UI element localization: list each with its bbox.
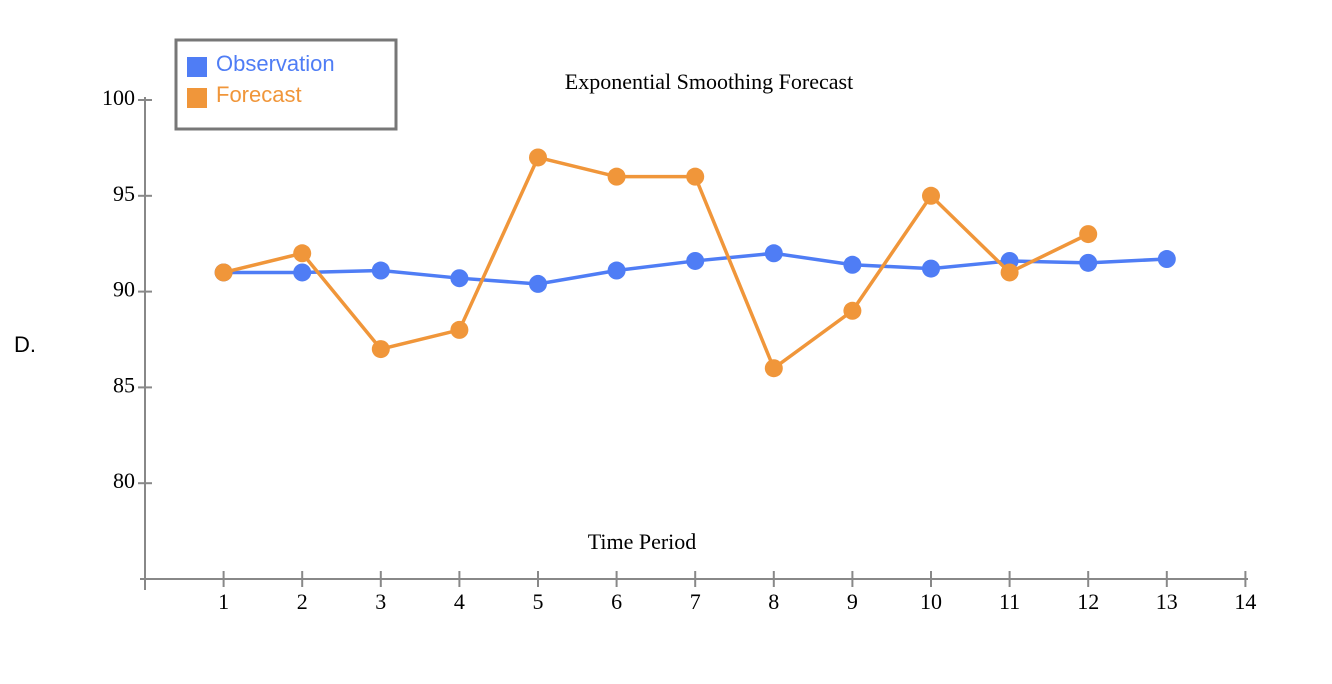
x-tick-label: 9 [847,589,858,614]
legend-swatch [187,88,207,108]
data-point [371,340,390,359]
data-point [529,274,547,293]
x-tick-label: 2 [297,589,308,614]
x-tick-label: 8 [768,589,779,614]
data-point [371,261,390,280]
x-tick-label: 5 [533,589,544,614]
data-point [764,359,783,378]
data-point [607,261,626,280]
data-point [686,251,705,270]
x-tick-label: 4 [454,589,465,614]
legend-label: Forecast [216,82,302,107]
data-point [922,259,940,278]
x-tick-label: 6 [611,589,622,614]
x-tick-label: 14 [1234,589,1256,614]
data-point [1157,250,1176,269]
legend-box [174,38,398,131]
series-line [223,155,1089,371]
data-point [686,167,705,186]
x-tick-label: 13 [1156,589,1178,614]
x-tick-label: 3 [375,589,386,614]
x-tick-label: 10 [920,589,942,614]
data-point [922,186,940,205]
data-point [450,269,469,288]
y-tick-label: 85 [113,372,135,397]
y-tick-label: 100 [102,85,135,110]
data-point [450,320,469,339]
data-point [529,148,547,167]
data-point [764,244,783,263]
data-point [1079,225,1098,244]
data-point [293,263,312,282]
y-tick-label: 95 [113,181,135,206]
x-tick-label: 12 [1077,589,1099,614]
legend-label: Observation [216,51,335,76]
chart-title: Exponential Smoothing Forecast [565,69,853,94]
data-point [843,301,862,320]
data-point [293,244,312,263]
x-tick-label: 11 [999,589,1020,614]
x-tick-label: 7 [690,589,701,614]
data-point [214,263,233,282]
data-point [843,255,862,274]
data-point [607,167,626,186]
x-tick-label: 1 [218,589,229,614]
x-axis-label: Time Period [588,529,697,554]
y-tick-label: 80 [113,468,135,493]
data-point [1079,253,1098,272]
legend-swatch [187,57,207,77]
data-point [1000,263,1019,282]
y-tick-label: 90 [113,277,135,302]
option-label: D. [14,332,36,357]
